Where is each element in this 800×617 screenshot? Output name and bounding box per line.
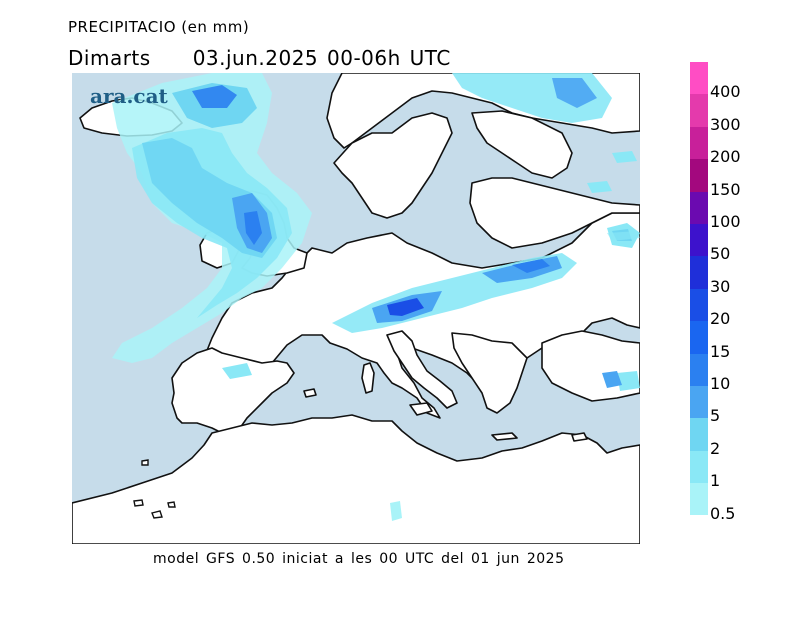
precip-layer (112, 73, 640, 521)
land-baltics (469, 177, 640, 249)
precipitation-map: ara.cat (72, 73, 640, 544)
legend-swatch (690, 256, 708, 289)
land-sweden (333, 112, 453, 219)
model-info: model GFS 0.50 iniciat a les 00 UTC del … (153, 551, 565, 567)
legend-label: 1 (710, 471, 721, 491)
legend-label: 10 (710, 374, 731, 393)
legend-swatch (690, 159, 708, 192)
legend-swatch (690, 126, 708, 160)
legend-swatch (690, 321, 708, 354)
legend-label: 100 (710, 212, 741, 231)
legend-swatch (690, 94, 708, 127)
land-africa (72, 414, 640, 544)
land-cyprus (571, 432, 588, 442)
legend-swatch (690, 385, 708, 419)
land-sicily (409, 402, 433, 416)
legend-label: 30 (710, 276, 731, 296)
legend-swatch (690, 62, 708, 95)
map-canvas (72, 73, 640, 544)
legend-label: 50 (710, 244, 731, 264)
legend-label: 300 (710, 114, 741, 134)
legend-label: 5 (710, 406, 721, 426)
atlantic-islands (133, 459, 176, 519)
legend-label: 400 (710, 82, 741, 102)
legend-label: 0.5 (710, 503, 736, 523)
legend-swatch (690, 223, 708, 257)
land-balearics (303, 388, 317, 398)
land-italy (386, 330, 458, 409)
legend-swatch (690, 483, 708, 516)
legend-label: 150 (710, 179, 741, 199)
precip-legend-scale (690, 62, 708, 516)
legend-label: 15 (710, 341, 731, 361)
legend-swatch (690, 191, 708, 224)
legend-swatch (690, 418, 708, 451)
forecast-day: Dimarts (68, 46, 151, 70)
forecast-period: Dimarts 03.jun.2025 00-06h UTC (68, 46, 451, 70)
land-finland (471, 110, 573, 179)
legend-swatch (690, 450, 708, 484)
legend-label: 2 (710, 438, 721, 458)
land-corsica-sardinia (361, 362, 375, 394)
legend-swatch (690, 353, 708, 386)
chart-title: PRECIPITACIO (en mm) (68, 18, 250, 36)
land-crete (491, 432, 518, 441)
legend-label: 200 (710, 147, 741, 167)
land-balkans (451, 332, 528, 414)
land-iberia (171, 347, 295, 434)
legend-label: 20 (710, 309, 731, 329)
legend-swatch (690, 288, 708, 322)
brand-logo: ara.cat (90, 84, 168, 108)
land-turkey (541, 330, 640, 402)
forecast-datetime: 03.jun.2025 00-06h UTC (192, 46, 451, 70)
